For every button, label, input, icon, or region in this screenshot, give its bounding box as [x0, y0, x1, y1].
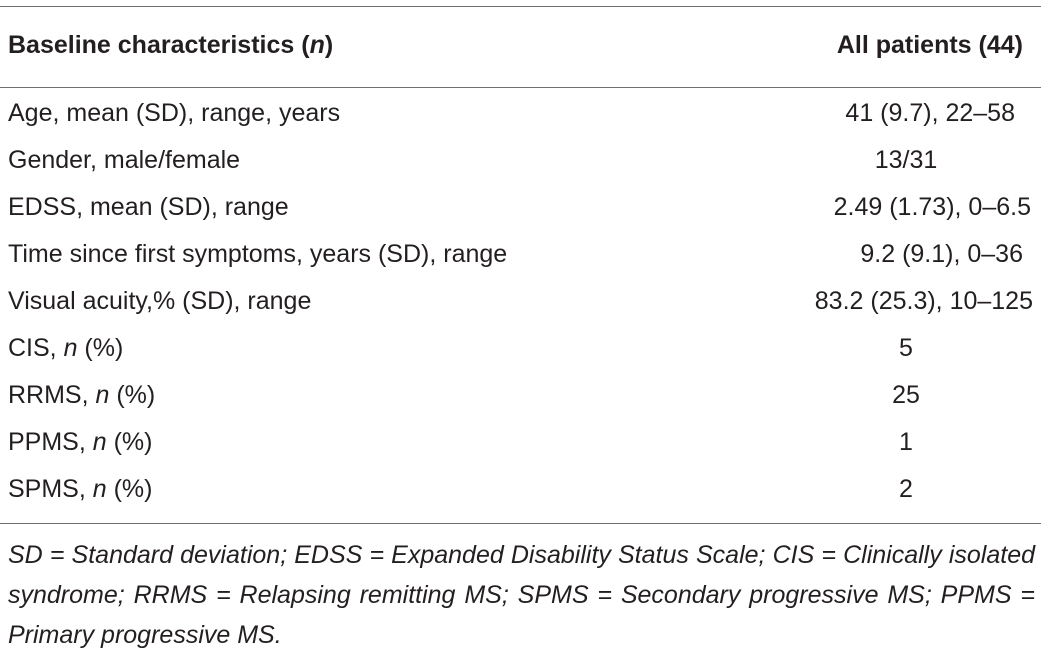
table-row: Visual acuity,% (SD), range 83.2 (25.3),… [8, 278, 1033, 325]
row-label: Time since first symptoms, years (SD), r… [8, 240, 508, 268]
row-label: PPMS, n (%) [8, 428, 153, 456]
header-all-patients: All patients (44) [836, 31, 1023, 59]
table-footnote: SD = Standard deviation; EDSS = Expanded… [8, 541, 1035, 649]
row-label: Age, mean (SD), range, years [8, 99, 341, 127]
table-row: Gender, male/female 13/31 [8, 137, 1033, 184]
table-body: Age, mean (SD), range, years 41 (9.7), 2… [8, 90, 1033, 513]
row-label: Visual acuity,% (SD), range [8, 287, 312, 315]
table-bottom-rule [0, 523, 1041, 524]
row-value: 1 [899, 428, 913, 456]
table-row: Age, mean (SD), range, years 41 (9.7), 2… [8, 90, 1033, 137]
header-col1-close: ) [324, 31, 334, 59]
table-row: RRMS, n (%) 25 [8, 372, 1033, 419]
row-value: 2.49 (1.73), 0–6.5 [833, 193, 1031, 221]
table-top-rule [0, 6, 1041, 7]
header-col1-italic: n [309, 31, 325, 59]
table-row: SPMS, n (%) 2 [8, 466, 1033, 513]
table-row: CIS, n (%) 5 [8, 325, 1033, 372]
table-row: PPMS, n (%) 1 [8, 419, 1033, 466]
table-row: Time since first symptoms, years (SD), r… [8, 231, 1033, 278]
row-label: EDSS, mean (SD), range [8, 193, 289, 221]
table-header-row: Baseline characteristics (n) All patient… [8, 25, 1033, 65]
row-value: 9.2 (9.1), 0–36 [860, 240, 1023, 268]
table-header-rule [0, 87, 1041, 88]
row-label: CIS, n (%) [8, 334, 124, 362]
row-label: SPMS, n (%) [8, 475, 153, 503]
row-value: 41 (9.7), 22–58 [845, 99, 1015, 127]
table-row: EDSS, mean (SD), range 2.49 (1.73), 0–6.… [8, 184, 1033, 231]
row-value: 5 [899, 334, 913, 362]
row-value: 2 [899, 475, 913, 503]
row-label: Gender, male/female [8, 146, 241, 174]
row-value: 25 [892, 381, 920, 409]
row-label: RRMS, n (%) [8, 381, 156, 409]
header-baseline-characteristics: Baseline characteristics (n) [8, 25, 333, 65]
row-value: 13/31 [874, 146, 938, 174]
row-value: 83.2 (25.3), 10–125 [814, 287, 1033, 315]
header-col1-text: Baseline characteristics ( [8, 31, 310, 59]
